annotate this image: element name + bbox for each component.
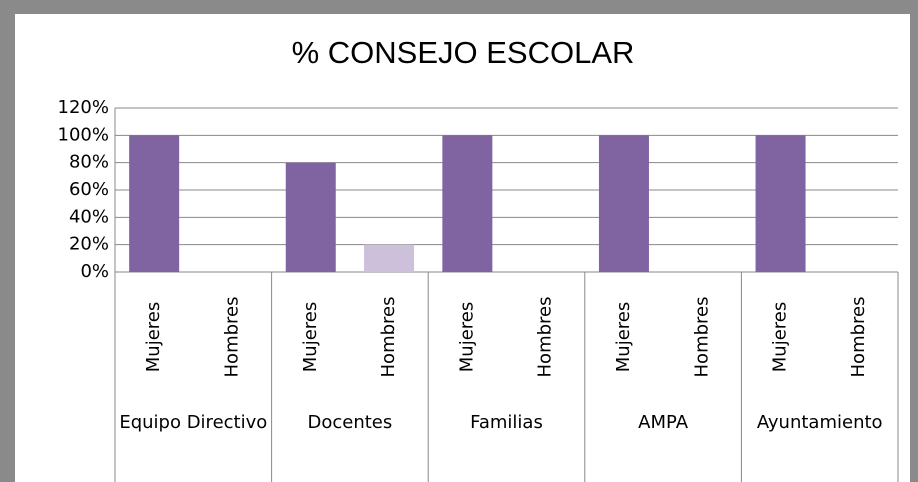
group-label: Docentes	[307, 412, 393, 433]
group-label: Ayuntamiento	[756, 412, 883, 433]
y-tick-label: 100%	[58, 124, 109, 145]
x-tick-label: Hombres	[535, 297, 556, 378]
y-tick-label: 20%	[69, 234, 109, 255]
x-tick-label: Hombres	[378, 297, 399, 378]
x-tick-label: Hombres	[221, 297, 242, 378]
bar	[364, 244, 415, 272]
x-tick-label: Hombres	[848, 297, 869, 378]
group-label-box: Equipo Directivo	[119, 412, 268, 433]
x-tick-label: Hombres	[691, 297, 712, 378]
group-label-box: Ayuntamiento	[756, 412, 883, 433]
bar	[285, 162, 336, 272]
y-tick-label: 60%	[69, 179, 109, 200]
y-tick-label: 80%	[69, 152, 109, 173]
y-tick-label: 40%	[69, 206, 109, 227]
x-tick-label: Mujeres	[300, 302, 321, 372]
group-label-box: Familias	[470, 412, 543, 433]
group-label-box: AMPA	[638, 412, 689, 433]
y-tick-label: 120%	[58, 97, 109, 118]
x-tick-label: Mujeres	[770, 302, 791, 372]
x-tick-label: Mujeres	[613, 302, 634, 372]
x-tick-label: Mujeres	[456, 302, 477, 372]
bar	[442, 135, 493, 272]
group-label: AMPA	[638, 412, 689, 433]
group-label: Equipo Directivo	[119, 412, 268, 433]
chart-title: % CONSEJO ESCOLAR	[292, 35, 635, 70]
bar	[598, 135, 649, 272]
x-tick-label: Mujeres	[143, 302, 164, 372]
group-label: Familias	[470, 412, 543, 433]
bar	[129, 135, 180, 272]
bar	[755, 135, 806, 272]
y-tick-label: 0%	[80, 261, 109, 282]
group-label-box: Docentes	[307, 412, 393, 433]
